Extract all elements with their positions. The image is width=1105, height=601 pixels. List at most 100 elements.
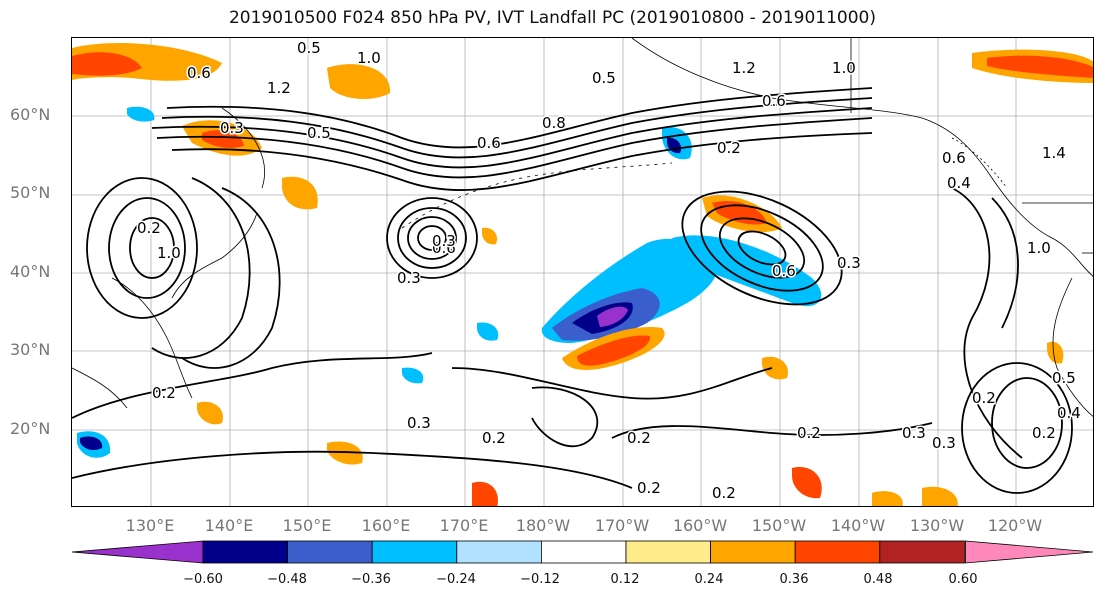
colorbar-tick: −0.12 (520, 572, 560, 587)
colorbar-tick: 0.60 (948, 572, 978, 587)
contour-label: 1.2 (267, 79, 291, 97)
contour-label: 0.5 (1052, 369, 1076, 387)
contour-label: 0.2 (637, 479, 661, 497)
contour-label: 0.3 (837, 254, 861, 272)
pv-contours (72, 87, 1073, 494)
contour-label: 0.2 (482, 429, 506, 447)
colorbar-segment (625, 540, 711, 564)
lat-label-60n: 60°N (10, 105, 51, 124)
colorbar-segment (879, 540, 965, 564)
positive-anomaly (72, 52, 142, 76)
contour-label: 0.6 (762, 92, 786, 110)
contour-label: 0.2 (152, 384, 176, 402)
lon-label-150w: 150°W (751, 516, 807, 535)
contour-label: 0.6 (772, 262, 796, 280)
colorbar-segment (965, 540, 1094, 564)
contour-label: 1.4 (1042, 144, 1066, 162)
lon-label-170w: 170°W (594, 516, 650, 535)
lat-label-30n: 30°N (10, 340, 51, 359)
positive-anomaly (327, 441, 363, 465)
lon-label-140e: 140°E (204, 516, 254, 535)
contour-label: 0.2 (1032, 424, 1056, 442)
colorbar-segment (71, 540, 204, 564)
colorbar-tick: −0.24 (436, 572, 476, 587)
contour-label: 1.2 (732, 59, 756, 77)
coastlines (72, 38, 1093, 417)
contour-label: 0.2 (137, 219, 161, 237)
lon-label-150e: 150°E (282, 516, 332, 535)
contour-label: 0.5 (297, 39, 321, 57)
positive-anomaly (872, 491, 903, 506)
contour-label: 1.0 (357, 49, 381, 67)
contour-label: 0.5 (592, 69, 616, 87)
contour-label: 0.3 (397, 269, 421, 287)
colorbar-segment (202, 540, 288, 564)
positive-anomaly (987, 55, 1093, 78)
colorbar-segment (287, 540, 373, 564)
positive-anomaly (762, 356, 788, 380)
contour-label: 0.3 (432, 232, 456, 250)
contour-label: 1.0 (157, 244, 181, 262)
contour-label: 0.8 (542, 114, 566, 132)
contour-label: 0.5 (307, 124, 331, 142)
contour-label: 0.3 (902, 424, 926, 442)
map-canvas: 0.51.00.61.20.3 0.50.80.60.50.20.30.60.31… (72, 38, 1093, 506)
negative-anomaly (402, 367, 424, 384)
contour-label: 0.2 (712, 484, 736, 502)
lon-label-140w: 140°W (830, 516, 886, 535)
positive-anomaly (327, 64, 391, 100)
contour-label: 0.6 (432, 239, 456, 257)
positive-anomaly (792, 467, 822, 499)
colorbar-tick: −0.48 (267, 572, 307, 587)
lon-label-120w: 120°W (987, 516, 1043, 535)
lon-label-180w: 180°W (515, 516, 571, 535)
negative-anomaly (477, 322, 499, 341)
contour-label: 0.6 (477, 134, 501, 152)
colorbar-tick: −0.36 (351, 572, 391, 587)
lon-label-130e: 130°E (125, 516, 175, 535)
contour-label: 0.6 (942, 149, 966, 167)
negative-anomaly (672, 235, 822, 307)
contour-label: 0.4 (947, 174, 971, 192)
contour-label: 0.2 (972, 389, 996, 407)
contour-label: 0.3 (220, 119, 244, 137)
shaded-anomalies (72, 43, 1093, 506)
positive-anomaly (282, 176, 318, 210)
colorbar-segment (710, 540, 796, 564)
contour-label: 0.2 (627, 429, 651, 447)
lon-label-160e: 160°E (361, 516, 411, 535)
lon-label-170e: 170°E (439, 516, 489, 535)
colorbar-tick: 0.12 (610, 572, 640, 587)
map-title: 2019010500 F024 850 hPa PV, IVT Landfall… (228, 8, 876, 28)
contour-label: 0.3 (407, 414, 431, 432)
positive-anomaly (482, 227, 498, 245)
contour-label: 0.2 (797, 424, 821, 442)
colorbar-tick: 0.24 (694, 572, 724, 587)
positive-anomaly (202, 130, 244, 149)
colorbar-segment (371, 540, 458, 564)
contour-label: 0.3 (932, 434, 956, 452)
positive-anomaly (577, 335, 651, 366)
contour-labels: 0.51.00.61.20.3 0.50.80.60.50.20.30.60.31… (136, 38, 1083, 504)
positive-anomaly (197, 401, 223, 425)
positive-anomaly (1047, 341, 1064, 364)
contour-label: 0.6 (187, 64, 211, 82)
contour-label: 0.4 (1057, 404, 1081, 422)
lon-label-130w: 130°W (909, 516, 965, 535)
contour-label: 1.0 (1027, 239, 1051, 257)
lat-label-50n: 50°N (10, 183, 51, 202)
negative-anomaly (127, 106, 155, 122)
map-panel: 0.5 1.0 0.6 1.2 0.3 0.5 0.8 0.6 0.5 0.2 0.3 0.6 0.3 1… (71, 37, 1094, 507)
negative-anomaly (80, 436, 103, 451)
colorbar-tick: −0.60 (183, 572, 223, 587)
lat-label-20n: 20°N (10, 419, 51, 438)
lon-label-160w: 160°W (672, 516, 728, 535)
colorbar-tick: 0.36 (779, 572, 809, 587)
colorbar-segment (540, 540, 627, 564)
colorbar-tick: 0.48 (863, 572, 893, 587)
lat-label-40n: 40°N (10, 262, 51, 281)
contour-label: 1.0 (832, 59, 856, 77)
positive-anomaly (472, 481, 498, 506)
negative-anomaly (597, 306, 628, 327)
colorbar (71, 540, 1094, 564)
